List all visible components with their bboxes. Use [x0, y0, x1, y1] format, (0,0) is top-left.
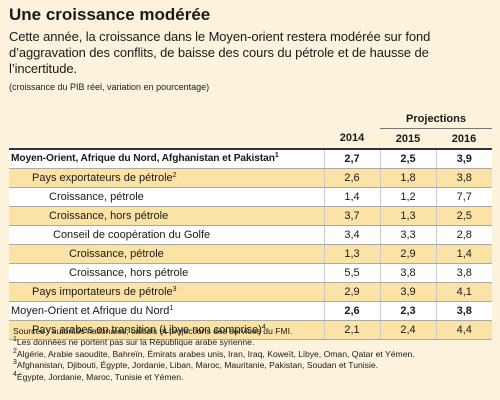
- value-cell: 2,3: [379, 301, 436, 321]
- table-row: Pays exportateurs de pétrole2 2,6 1,8 3,…: [9, 168, 492, 188]
- row-label: Croissance, hors pétrole: [9, 263, 324, 283]
- footnote-1: 1Les données ne portent pas sur la Répub…: [13, 336, 255, 348]
- table-row: Pays arabes en transition (Libye non com…: [9, 320, 492, 340]
- year-header: 2014: [324, 128, 380, 150]
- value-cell: 2,4: [379, 320, 436, 340]
- row-label: Pays arabes en transition (Libye non com…: [9, 320, 324, 340]
- row-label: Pays importateurs de pétrole3: [9, 282, 324, 302]
- row-label: Croissance, hors pétrole: [9, 206, 324, 226]
- table-row: Croissance, hors pétrole 5,5 3,8 3,8: [9, 263, 492, 283]
- footnote-ref: 4: [261, 324, 266, 331]
- box-header: Une croissance modérée Cette année, la c…: [9, 5, 492, 93]
- value-cell: 3,4: [323, 225, 380, 245]
- row-label: Moyen-Orient et Afrique du Nord1: [9, 301, 324, 321]
- value-cell: 3,8: [435, 263, 492, 283]
- value-cell: 2,5: [435, 206, 492, 226]
- footnote-ref: 1: [274, 152, 279, 159]
- value-cell: 3,8: [435, 168, 492, 188]
- value-cell: 1,3: [323, 244, 380, 264]
- table-row: Moyen-Orient, Afrique du Nord, Afghanist…: [9, 149, 492, 169]
- value-cell: 1,3: [379, 206, 436, 226]
- year-header-row: 2014 2015 2016: [9, 128, 492, 150]
- value-cell: 1,4: [323, 187, 380, 207]
- value-cell: 3,3: [379, 225, 436, 245]
- footnote-2: 2Algérie, Arabie saoudite, Bahreïn, Émir…: [13, 347, 415, 359]
- footnote-ref: 1: [169, 305, 174, 312]
- value-cell: 3,9: [435, 149, 492, 169]
- value-cell: 3,9: [379, 282, 436, 302]
- unit-note: (croissance du PIB réel, variation en po…: [9, 82, 210, 92]
- table-row: Moyen-Orient et Afrique du Nord1 2,6 2,3…: [9, 301, 492, 321]
- value-cell: 3,8: [435, 301, 492, 321]
- row-label: Pays exportateurs de pétrole2: [9, 168, 324, 188]
- value-cell: 1,8: [379, 168, 436, 188]
- value-cell: 7,7: [435, 187, 492, 207]
- value-cell: 2,9: [379, 244, 436, 264]
- row-label: Croissance, pétrole: [9, 244, 324, 264]
- footnotes: Sources : autorités nationales; calculs …: [13, 326, 491, 383]
- value-cell: 2,1: [323, 320, 380, 340]
- intro-paragraph: Cette année, la croissance dans le Moyen…: [9, 29, 431, 76]
- table-row: Pays importateurs de pétrole3 2,9 3,9 4,…: [9, 282, 492, 302]
- table-row: Conseil de coopération du Golfe 3,4 3,3 …: [9, 225, 492, 245]
- value-cell: 2,6: [323, 301, 380, 321]
- table-row: Croissance, pétrole 1,4 1,2 7,7: [9, 187, 492, 207]
- sources-note: Sources : autorités nationales; calculs …: [13, 326, 293, 336]
- value-cell: 2,9: [323, 282, 380, 302]
- row-label: Conseil de coopération du Golfe: [9, 225, 324, 245]
- value-cell: 5,5: [323, 263, 380, 283]
- growth-table: Projections 2014 2015 2016 Moyen-Orient,…: [9, 110, 492, 340]
- footnote-ref: 2: [172, 172, 177, 179]
- value-cell: 2,7: [323, 149, 380, 169]
- table-row: Croissance, pétrole 1,3 2,9 1,4: [9, 244, 492, 264]
- value-cell: 4,1: [435, 282, 492, 302]
- table-row: Croissance, hors pétrole 3,7 1,3 2,5: [9, 206, 492, 226]
- value-cell: 3,8: [379, 263, 436, 283]
- footnote-3: 3Afghanistan, Djibouti, Égypte, Jordanie…: [13, 359, 379, 371]
- value-cell: 1,2: [379, 187, 436, 207]
- value-cell: 1,4: [435, 244, 492, 264]
- value-cell: 2,5: [379, 149, 436, 169]
- value-cell: 4,4: [435, 320, 492, 340]
- projections-label: Projections: [380, 110, 492, 129]
- row-label: Croissance, pétrole: [9, 187, 324, 207]
- box-title: Une croissance modérée: [9, 5, 211, 24]
- year-header: 2016: [436, 128, 492, 150]
- year-header: 2015: [380, 128, 436, 150]
- value-cell: 2,8: [435, 225, 492, 245]
- value-cell: 2,6: [323, 168, 380, 188]
- value-cell: 3,7: [323, 206, 380, 226]
- footnote-ref: 3: [172, 286, 177, 293]
- footnote-4: 4Égypte, Jordanie, Maroc, Tunisie et Yém…: [13, 370, 184, 382]
- projections-header-row: Projections: [9, 110, 492, 129]
- row-label: Moyen-Orient, Afrique du Nord, Afghanist…: [9, 149, 324, 169]
